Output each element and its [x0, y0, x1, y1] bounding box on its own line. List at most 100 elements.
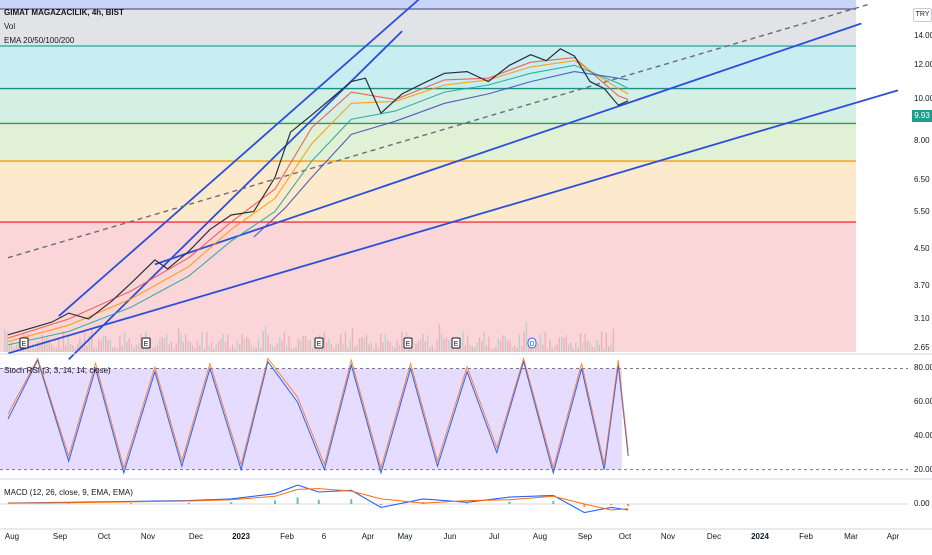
volume-bar — [462, 331, 463, 352]
volume-bar — [208, 346, 209, 352]
event-marker[interactable]: E — [142, 338, 150, 348]
volume-bar — [124, 332, 125, 352]
fib-zone-0 — [0, 0, 856, 9]
volume-bar — [554, 346, 555, 352]
volume-bar — [596, 340, 597, 352]
volume-bar — [260, 348, 261, 352]
volume-bar — [340, 334, 341, 352]
volume-bar — [422, 334, 423, 352]
time-axis-label: Sep — [578, 532, 592, 541]
volume-bar — [63, 331, 64, 352]
volume-bar — [93, 348, 94, 352]
volume-bar — [164, 338, 165, 352]
volume-bar — [490, 349, 491, 352]
volume-bar — [295, 347, 296, 352]
volume-bar — [51, 345, 52, 352]
macd-histogram-bar — [466, 503, 468, 504]
macd-histogram-bar — [274, 500, 276, 504]
volume-bar — [227, 335, 228, 352]
volume-bar — [279, 337, 280, 352]
volume-bar — [171, 342, 172, 352]
volume-bar — [178, 327, 179, 352]
currency-button[interactable]: TRY — [913, 8, 932, 22]
volume-bar — [580, 333, 581, 352]
volume-bar — [552, 348, 553, 352]
volume-bar — [589, 342, 590, 352]
volume-bar — [342, 345, 343, 352]
ema-legend[interactable]: EMA 20/50/100/200 — [4, 36, 74, 46]
volume-bar — [272, 346, 273, 352]
volume-bar — [293, 348, 294, 352]
volume-bar — [258, 338, 259, 352]
event-marker[interactable]: E — [404, 338, 412, 348]
event-marker[interactable]: E — [315, 338, 323, 348]
volume-bar — [244, 339, 245, 352]
volume-bar — [371, 342, 372, 352]
volume-bar — [514, 346, 515, 352]
event-marker[interactable]: E — [452, 338, 460, 348]
volume-bar — [594, 347, 595, 352]
volume-bar — [570, 343, 571, 352]
volume-bar — [495, 347, 496, 352]
fib-zone-6 — [0, 222, 856, 352]
volume-bar — [176, 344, 177, 352]
volume-bar — [467, 335, 468, 352]
volume-bar — [505, 336, 506, 352]
volume-bar — [354, 346, 355, 352]
volume-bar — [401, 332, 402, 352]
volume-bar — [190, 342, 191, 352]
volume-bar — [549, 340, 550, 352]
volume-bar — [159, 338, 160, 352]
macd-legend[interactable]: MACD (12, 26, close, 9, EMA, EMA) — [4, 488, 133, 498]
volume-bar — [53, 348, 54, 352]
volume-bar — [584, 334, 585, 352]
volume-bar — [349, 339, 350, 352]
event-marker[interactable]: E — [20, 338, 28, 348]
volume-bar — [359, 338, 360, 352]
volume-bar — [161, 337, 162, 352]
volume-bar — [566, 335, 567, 352]
stoch-rsi-legend[interactable]: Stoch RSI (3, 3, 14, 14, close) — [4, 366, 111, 376]
volume-bar — [185, 334, 186, 352]
volume-bar — [67, 335, 68, 352]
volume-bar — [157, 345, 158, 352]
volume-bar — [223, 334, 224, 352]
volume-bar — [206, 333, 207, 352]
volume-bar — [364, 338, 365, 352]
volume-bar — [284, 332, 285, 352]
volume-bar — [472, 346, 473, 352]
volume-bar — [44, 338, 45, 352]
macd-histogram-bar — [552, 501, 554, 504]
price-axis-label: 14.00 — [914, 31, 932, 41]
price-axis-label: 6.50 — [914, 175, 930, 185]
volume-bar — [122, 346, 123, 352]
volume-bar — [547, 349, 548, 352]
volume-legend[interactable]: Vol — [4, 22, 15, 32]
volume-bar — [86, 346, 87, 352]
time-axis-label: Feb — [280, 532, 294, 541]
volume-bar — [187, 340, 188, 352]
volume-bar — [183, 342, 184, 352]
volume-bar — [439, 324, 440, 352]
volume-bar — [251, 345, 252, 352]
volume-bar — [432, 345, 433, 352]
volume-bar — [305, 336, 306, 352]
volume-bar — [606, 333, 607, 352]
volume-bar — [453, 349, 454, 352]
volume-bar — [324, 332, 325, 352]
volume-bar — [519, 335, 520, 352]
time-axis-label: Aug — [5, 532, 19, 541]
volume-bar — [230, 347, 231, 352]
event-marker[interactable]: D — [528, 338, 536, 348]
volume-bar — [199, 345, 200, 352]
volume-bar — [479, 337, 480, 352]
volume-bar — [216, 345, 217, 352]
volume-bar — [110, 340, 111, 352]
volume-bar — [248, 339, 249, 352]
volume-bar — [286, 346, 287, 352]
volume-bar — [493, 349, 494, 352]
volume-bar — [563, 338, 564, 352]
volume-bar — [509, 341, 510, 352]
